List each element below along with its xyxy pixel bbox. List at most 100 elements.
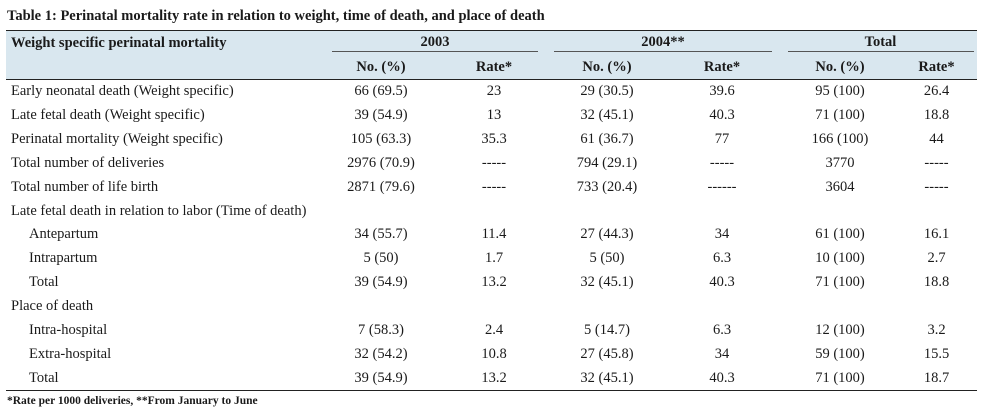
table-row: Total 39 (54.9) 13.2 32 (45.1) 40.3 71 (100) 1…	[6, 366, 977, 391]
table-cell: 59 (100)	[815, 345, 865, 362]
table-row: Late fetal death (Weight specific) 39 (54…	[6, 104, 977, 128]
table-cell: 733 (20.4)	[576, 178, 638, 195]
table-cell: 34	[714, 226, 730, 243]
group-header-2004: 2004**	[548, 30, 778, 55]
table-cell: 32 (45.1)	[548, 366, 666, 391]
section-row: Place of death	[6, 295, 977, 319]
table-cell: 18.7	[896, 366, 977, 391]
table-cell: 3.2	[927, 321, 946, 338]
table-cell: 71 (100)	[815, 107, 865, 124]
group-header-total: Total	[784, 30, 977, 55]
table-cell: 5 (50)	[589, 250, 625, 267]
section-label: Place of death	[11, 298, 94, 315]
table-cell: 10.8	[481, 345, 507, 362]
table-cell: 10 (100)	[815, 250, 865, 267]
table-cell: 794 (29.1)	[576, 154, 638, 171]
section-label: Late fetal death in relation to labor (T…	[11, 202, 307, 219]
table-cell: 71 (100)	[815, 274, 865, 291]
table-cell: 15.5	[923, 345, 950, 362]
table-cell: ------	[707, 178, 737, 195]
table-cell: -----	[709, 154, 735, 171]
col-header: Rate*	[896, 55, 977, 80]
table-cell: 6.3	[712, 250, 732, 267]
col-header: No. (%)	[322, 55, 440, 80]
table-cell: 29 (30.5)	[580, 83, 634, 100]
table-cell: -----	[924, 154, 949, 171]
table-cell: 39 (54.9)	[354, 274, 408, 291]
table-cell: 26.4	[923, 83, 950, 100]
table-cell: 27 (44.3)	[580, 226, 634, 243]
table-row: Perinatal mortality (Weight specific) 105…	[6, 128, 977, 152]
table-cell: 40.3	[666, 366, 778, 391]
table-cell: 2871 (79.6)	[347, 178, 415, 195]
table-cell: 61 (36.7)	[580, 131, 634, 148]
table-cell: 5 (50)	[363, 250, 399, 267]
table-cell: 16.1	[923, 226, 950, 243]
section-row: Late fetal death in relation to labor (T…	[6, 199, 977, 223]
row-label: Early neonatal death (Weight specific)	[11, 83, 234, 100]
table-cell: 32 (54.2)	[354, 345, 408, 362]
table-cell: 39 (54.9)	[322, 366, 440, 391]
perinatal-mortality-table: Weight specific perinatal mortality 2003…	[6, 30, 977, 391]
row-header: Weight specific perinatal mortality	[6, 30, 322, 55]
table-cell: 40.3	[709, 107, 735, 124]
col-header: Rate*	[666, 55, 778, 80]
table-cell: 3770	[825, 154, 855, 171]
table-cell: 18.8	[923, 274, 950, 291]
table-cell: 3604	[825, 178, 855, 195]
table-cell: -----	[481, 154, 507, 171]
table-cell: 5 (14.7)	[584, 321, 630, 338]
table-cell: 2.7	[927, 250, 946, 267]
row-label: Total number of life birth	[11, 178, 159, 195]
table-row: Total number of deliveries 2976 (70.9) ---…	[6, 152, 977, 176]
row-label: Total	[6, 366, 322, 391]
table-cell: 34 (55.7)	[354, 226, 408, 243]
table-cell: 13	[486, 107, 502, 124]
table-cell: -----	[481, 178, 507, 195]
row-label: Total number of deliveries	[11, 154, 165, 171]
col-header: Rate*	[440, 55, 548, 80]
table-cell: 35.3	[481, 131, 507, 148]
row-label: Intrapartum	[29, 250, 98, 267]
table-cell: 40.3	[709, 274, 735, 291]
table-row: Intrapartum 5 (50) 1.7 5 (50) 6.3 10 (100) 2.7	[6, 247, 977, 271]
table-cell: 39 (54.9)	[354, 107, 408, 124]
table-row: Extra-hospital 32 (54.2) 10.8 27 (45.8) 34 59…	[6, 342, 977, 366]
table-cell: 66 (69.5)	[354, 83, 408, 100]
table-row: Total number of life birth 2871 (79.6) ---…	[6, 175, 977, 199]
table-cell: 61 (100)	[815, 226, 865, 243]
footnote: *Rate per 1000 deliveries, **From Januar…	[7, 395, 258, 407]
table-title: Table 1: Perinatal mortality rate in rel…	[7, 8, 545, 24]
table-cell: 105 (63.3)	[350, 131, 412, 148]
table-cell: 71 (100)	[784, 366, 896, 391]
row-label: Late fetal death (Weight specific)	[11, 107, 205, 124]
table-cell: 13.2	[440, 366, 548, 391]
table-cell: 12 (100)	[815, 321, 865, 338]
table-cell: 77	[714, 131, 730, 148]
table-cell: 2.4	[484, 321, 504, 338]
table-cell: 32 (45.1)	[580, 107, 634, 124]
table-row: Total 39 (54.9) 13.2 32 (45.1) 40.3 71 (100) 1…	[6, 271, 977, 295]
row-label: Extra-hospital	[29, 345, 112, 362]
table-row: Early neonatal death (Weight specific) 66…	[6, 80, 977, 104]
table-cell: 1.7	[484, 250, 504, 267]
row-label: Perinatal mortality (Weight specific)	[11, 131, 223, 148]
row-label: Total	[29, 274, 59, 291]
table-cell: 13.2	[481, 274, 507, 291]
table-cell: -----	[924, 178, 949, 195]
col-header: No. (%)	[784, 55, 896, 80]
table-row: Antepartum 34 (55.7) 11.4 27 (44.3) 34 61 (10…	[6, 223, 977, 247]
row-label: Intra-hospital	[29, 321, 108, 338]
table-row: Intra-hospital 7 (58.3) 2.4 5 (14.7) 6.3 12 (…	[6, 318, 977, 342]
table-cell: 18.8	[923, 107, 950, 124]
row-label: Antepartum	[29, 226, 99, 243]
table-cell: 7 (58.3)	[358, 321, 404, 338]
table-cell: 39.6	[709, 83, 735, 100]
table-cell: 34	[714, 345, 730, 362]
table-cell: 27 (45.8)	[580, 345, 634, 362]
table-cell: 95 (100)	[815, 83, 865, 100]
table-cell: 2976 (70.9)	[347, 154, 415, 171]
table-cell: 32 (45.1)	[580, 274, 634, 291]
table-cell: 6.3	[712, 321, 732, 338]
table-cell: 23	[486, 83, 502, 100]
